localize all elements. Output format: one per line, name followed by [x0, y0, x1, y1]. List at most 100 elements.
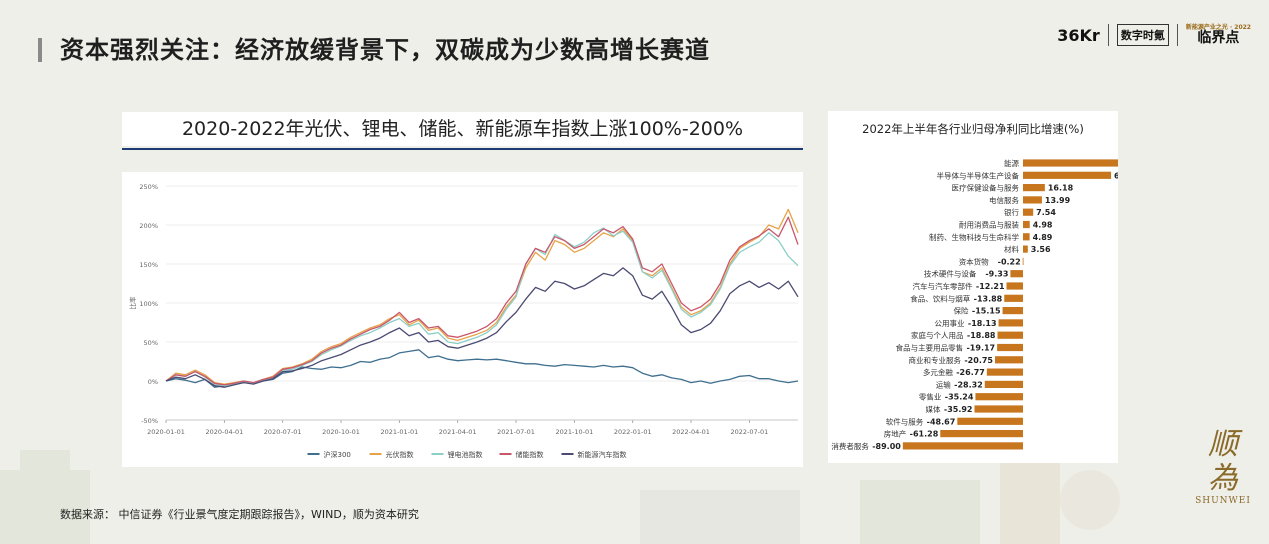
y-tick-label: 200%	[139, 222, 158, 230]
left-subtitle-underline	[122, 148, 803, 150]
bar-category-label: 商业和专业服务	[908, 355, 961, 365]
bar	[1023, 233, 1030, 241]
bar-value-label: -0.22	[998, 257, 1021, 266]
bar-category-label: 软件与服务	[886, 416, 924, 426]
bar-value-label: -9.33	[985, 270, 1008, 279]
bar-category-label: 食品与主要用品零售	[896, 343, 964, 353]
y-tick-label: 150%	[139, 261, 158, 269]
bar-value-label: -18.13	[968, 319, 997, 328]
x-tick-label: 2021-01-01	[380, 428, 418, 436]
bar	[984, 380, 1023, 388]
bar-category-label: 能源	[1004, 158, 1019, 168]
bar-category-label: 电信服务	[989, 195, 1019, 205]
bar-value-label: -61.28	[910, 430, 939, 439]
bar	[1023, 220, 1030, 229]
page-title: 资本强烈关注：经济放缓背景下，双碳成为少数高增长赛道	[60, 36, 710, 64]
bar-value-label: -19.17	[966, 344, 995, 353]
logo-linjiedian-name: 临界点	[1197, 30, 1240, 46]
bar-chart-card: 2022年上半年各行业归母净利同比增速(%)72.23能源65.23半导体与半导…	[828, 111, 1149, 463]
x-tick-label: 2021-10-01	[555, 428, 593, 436]
series-line-储能指数	[165, 216, 799, 386]
bar-value-label: -89.00	[872, 442, 901, 451]
bar	[1023, 171, 1112, 179]
bar-value-label: -13.88	[974, 294, 1003, 303]
bar	[986, 368, 1023, 376]
bar-category-label: 医疗保健设备与服务	[952, 183, 1020, 193]
y-tick-label: 100%	[139, 300, 158, 308]
x-tick-label: 2022-04-01	[672, 428, 710, 436]
y-tick-label: 250%	[139, 183, 158, 191]
bar-category-label: 耐用消费品与服装	[959, 220, 1019, 230]
bar-category-label: 运输	[936, 379, 951, 389]
title-accent-bar	[38, 38, 42, 62]
x-tick-label: 2020-10-01	[322, 428, 360, 436]
y-axis-label: 比率	[128, 296, 137, 310]
seal-char-1: 顺	[1208, 427, 1238, 462]
bar	[1022, 257, 1024, 265]
header-logos: 36Kr 数字时氪 新能源产业之光 · 2022 临界点	[1057, 18, 1251, 52]
bar-category-label: 技术硬件与设备	[924, 269, 977, 279]
bar	[1002, 307, 1023, 315]
series-line-光伏指数	[165, 208, 799, 385]
bar-value-label: -28.32	[954, 380, 983, 389]
bar-category-label: 零售业	[919, 392, 942, 402]
bar-value-label: -35.92	[944, 405, 973, 414]
bar	[974, 405, 1023, 413]
bar-value-label: 7.54	[1036, 208, 1056, 217]
bar-category-label: 银行	[1004, 207, 1019, 217]
bar	[957, 417, 1023, 425]
bar-category-label: 房地产	[884, 429, 907, 439]
bar	[940, 430, 1023, 438]
bar-category-label: 消费者服务	[831, 441, 869, 451]
series-line-新能源汽车指数	[165, 267, 799, 388]
bar-category-label: 汽车与汽车零部件	[913, 281, 973, 291]
bar-value-label: -15.15	[972, 307, 1001, 316]
bar-value-label: -48.67	[927, 417, 956, 426]
y-tick-label: 0%	[148, 378, 158, 386]
bar-category-label: 媒体	[926, 404, 941, 414]
logo-divider	[1107, 24, 1109, 46]
x-tick-label: 2021-07-01	[497, 428, 535, 436]
bar	[997, 331, 1023, 339]
shunwei-seal: 顺 為 SHUNWEI	[1195, 428, 1251, 528]
legend-label: 沪深300	[324, 450, 351, 459]
seal-english: SHUNWEI	[1195, 496, 1251, 506]
bar-chart: 2022年上半年各行业归母净利同比增速(%)72.23能源65.23半导体与半导…	[831, 122, 1148, 451]
seal-char-2: 為	[1208, 461, 1238, 496]
bar-value-label: 3.56	[1031, 245, 1051, 254]
x-tick-label: 2022-01-01	[614, 428, 652, 436]
left-chart-subtitle: 2020-2022年光伏、锂电、储能、新能源车指数上涨100%-200%	[122, 112, 803, 146]
legend-label: 新能源汽车指数	[578, 450, 627, 459]
bar-value-label: 65.23	[1114, 171, 1118, 180]
line-chart-card: 250% 200% 150% 100% 50% 0% -50% 比率 2020-01-01 202…	[122, 172, 803, 467]
line-chart: 250% 200% 150% 100% 50% 0% -50% 比率 2020-01-01 202…	[128, 183, 799, 459]
bar	[1010, 270, 1023, 278]
bar-category-label: 制药、生物科技与生命科学	[929, 232, 1019, 242]
bar-category-label: 多元金融	[923, 367, 953, 377]
bar-value-label: 16.18	[1048, 184, 1074, 193]
bar	[1004, 294, 1023, 302]
x-tick-label: 2021-04-01	[439, 428, 477, 436]
bar	[1023, 196, 1042, 204]
logo-36kr: 36Kr	[1057, 25, 1100, 45]
bar	[1023, 159, 1121, 167]
logo-linjiedian: 新能源产业之光 · 2022 临界点	[1186, 25, 1251, 46]
bar-value-label: 13.99	[1045, 196, 1071, 205]
bar	[1023, 245, 1028, 253]
bar	[998, 319, 1023, 327]
x-tick-label: 2020-01-01	[147, 428, 185, 436]
legend-label: 光伏指数	[386, 450, 414, 459]
y-tick-label: 50%	[144, 339, 158, 347]
data-source-note: 数据来源： 中信证券《行业景气度定期跟踪报告》，WIND，顺为资本研究	[60, 508, 419, 521]
x-tick-label: 2020-07-01	[264, 428, 302, 436]
bar-value-label: -12.21	[976, 282, 1005, 291]
bar-chart-title: 2022年上半年各行业归母净利同比增速(%)	[862, 122, 1084, 136]
background-decoration	[0, 450, 1120, 544]
logo-shuzi-shike: 数字时氪	[1116, 24, 1169, 46]
bar	[994, 356, 1023, 364]
bar-category-label: 家庭与个人用品	[911, 330, 964, 340]
bar	[1023, 208, 1034, 216]
bar-category-label: 保险	[954, 306, 969, 316]
series-line-锂电池指数	[165, 227, 799, 387]
legend-label: 储能指数	[516, 450, 544, 459]
